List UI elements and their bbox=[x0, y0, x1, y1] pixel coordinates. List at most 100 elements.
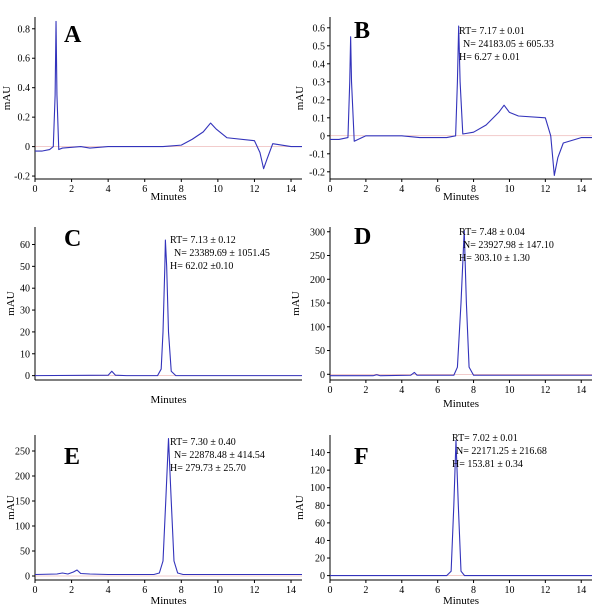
y-tick-label: 0.1 bbox=[313, 113, 326, 124]
y-axis-title: mAU bbox=[294, 86, 306, 111]
x-tick-label: 0 bbox=[328, 184, 333, 195]
y-tick-label: 0.4 bbox=[18, 83, 31, 94]
y-tick-label: 200 bbox=[15, 472, 30, 483]
x-tick-label: 0 bbox=[328, 585, 333, 596]
y-tick-label: 20 bbox=[20, 327, 30, 338]
x-axis-title: Minutes bbox=[150, 191, 186, 203]
peak-annotation: H= 6.27 ± 0.01 bbox=[459, 52, 520, 63]
panel-c: 0 10 20 30 40 50 60 Minutes mAU C RT= 7.13 ± 0.12 N… bbox=[5, 226, 302, 406]
y-tick-label: 0.2 bbox=[18, 113, 31, 124]
x-tick-label: 12 bbox=[540, 585, 550, 596]
x-tick-label: 8 bbox=[471, 184, 476, 195]
peak-annotation: H= 303.10 ± 1.30 bbox=[459, 253, 530, 264]
y-tick-label: 50 bbox=[315, 346, 325, 357]
panel-letter: B bbox=[354, 18, 370, 44]
x-tick-label: 10 bbox=[504, 585, 514, 596]
x-tick-label: 6 bbox=[435, 585, 440, 596]
y-tick-label: 0 bbox=[25, 371, 30, 382]
x-tick-label: 14 bbox=[576, 585, 586, 596]
x-axis-title: Minutes bbox=[443, 191, 479, 203]
y-tick-label: 140 bbox=[310, 448, 325, 459]
y-tick-label: 40 bbox=[20, 284, 30, 295]
y-tick-label: 120 bbox=[310, 466, 325, 477]
peak-annotation: RT= 7.13 ± 0.12 bbox=[170, 235, 236, 246]
peak-annotation: RT= 7.30 ± 0.40 bbox=[170, 437, 236, 448]
y-axis-title: mAU bbox=[294, 495, 306, 520]
y-tick-label: 0.5 bbox=[313, 41, 326, 52]
x-axis-title: Minutes bbox=[150, 394, 186, 406]
panel-letter: F bbox=[354, 444, 369, 470]
x-axis-title: Minutes bbox=[443, 398, 479, 410]
panel-d: 0 2 4 6 8 10 12 14 0 50 100 150 200 250 300 Minutes mAU D… bbox=[290, 224, 592, 410]
y-tick-label: 0 bbox=[320, 131, 325, 142]
y-tick-label: 100 bbox=[310, 322, 325, 333]
x-tick-label: 14 bbox=[576, 184, 586, 195]
x-tick-label: 2 bbox=[363, 585, 368, 596]
y-tick-label: 60 bbox=[20, 240, 30, 251]
panel-letter: C bbox=[64, 226, 81, 252]
panel-letter: E bbox=[64, 444, 80, 470]
y-axis-title: mAU bbox=[290, 291, 302, 316]
x-tick-label: 2 bbox=[363, 385, 368, 396]
x-tick-label: 14 bbox=[286, 184, 296, 195]
peak-annotation: H= 62.02 ±0.10 bbox=[170, 261, 233, 272]
y-tick-label: 150 bbox=[15, 497, 30, 508]
x-tick-label: 8 bbox=[471, 585, 476, 596]
x-tick-label: 10 bbox=[213, 184, 223, 195]
x-tick-label: 2 bbox=[363, 184, 368, 195]
x-tick-label: 14 bbox=[286, 585, 296, 596]
panel-letter: A bbox=[64, 22, 82, 48]
x-tick-label: 12 bbox=[249, 585, 259, 596]
x-tick-label: 4 bbox=[106, 585, 111, 596]
peak-annotation: N= 23389.69 ± 1051.45 bbox=[174, 248, 270, 259]
y-tick-label: 100 bbox=[15, 522, 30, 533]
series-line bbox=[330, 25, 592, 176]
y-tick-label: 0 bbox=[320, 571, 325, 582]
peak-annotation: RT= 7.02 ± 0.01 bbox=[452, 433, 518, 444]
peak-annotation: N= 24183.05 ± 605.33 bbox=[463, 39, 554, 50]
x-tick-label: 0 bbox=[33, 585, 38, 596]
y-tick-label: 80 bbox=[315, 501, 325, 512]
y-tick-label: 0.4 bbox=[313, 59, 326, 70]
x-tick-label: 6 bbox=[435, 385, 440, 396]
y-tick-label: 60 bbox=[315, 518, 325, 529]
y-tick-label: 10 bbox=[20, 349, 30, 360]
peak-annotation: RT= 7.17 ± 0.01 bbox=[459, 26, 525, 37]
y-tick-label: 0 bbox=[25, 572, 30, 583]
x-tick-label: 4 bbox=[106, 184, 111, 195]
x-tick-label: 0 bbox=[328, 385, 333, 396]
panel-b: 0 2 4 6 8 10 12 14 -0.2 -0.1 0 0.1 0.2 0.3 0.4 0.5 0.6 Mi… bbox=[294, 17, 592, 203]
series-line bbox=[34, 239, 302, 377]
y-tick-label: -0.2 bbox=[309, 167, 325, 178]
x-tick-label: 8 bbox=[471, 385, 476, 396]
x-tick-label: 10 bbox=[213, 585, 223, 596]
y-tick-label: -0.1 bbox=[309, 149, 325, 160]
x-tick-label: 4 bbox=[399, 385, 404, 396]
y-tick-label: 250 bbox=[310, 251, 325, 262]
y-axis-title: mAU bbox=[5, 291, 17, 316]
peak-annotation: H= 153.81 ± 0.34 bbox=[452, 459, 523, 470]
y-tick-label: -0.2 bbox=[14, 172, 30, 183]
x-tick-label: 6 bbox=[142, 184, 147, 195]
y-tick-label: 0.3 bbox=[313, 77, 326, 88]
x-tick-label: 4 bbox=[399, 184, 404, 195]
x-tick-label: 14 bbox=[576, 385, 586, 396]
y-axis-title: mAU bbox=[5, 495, 17, 520]
x-axis-title: Minutes bbox=[150, 595, 186, 607]
x-tick-label: 6 bbox=[142, 585, 147, 596]
x-tick-label: 12 bbox=[540, 184, 550, 195]
x-tick-label: 8 bbox=[179, 585, 184, 596]
y-axis-title: mAU bbox=[1, 86, 13, 111]
y-tick-label: 50 bbox=[20, 547, 30, 558]
peak-annotation: RT= 7.48 ± 0.04 bbox=[459, 227, 525, 238]
panel-e: 0 2 4 6 8 10 12 14 0 50 100 150 200 250 Minutes mAU E RT=… bbox=[5, 435, 302, 607]
x-axis-title: Minutes bbox=[443, 595, 479, 607]
y-tick-label: 100 bbox=[310, 483, 325, 494]
x-tick-label: 4 bbox=[399, 585, 404, 596]
x-tick-label: 10 bbox=[504, 184, 514, 195]
y-tick-label: 0.8 bbox=[18, 24, 31, 35]
y-tick-label: 20 bbox=[315, 554, 325, 565]
series-line bbox=[330, 229, 592, 377]
x-tick-label: 12 bbox=[249, 184, 259, 195]
